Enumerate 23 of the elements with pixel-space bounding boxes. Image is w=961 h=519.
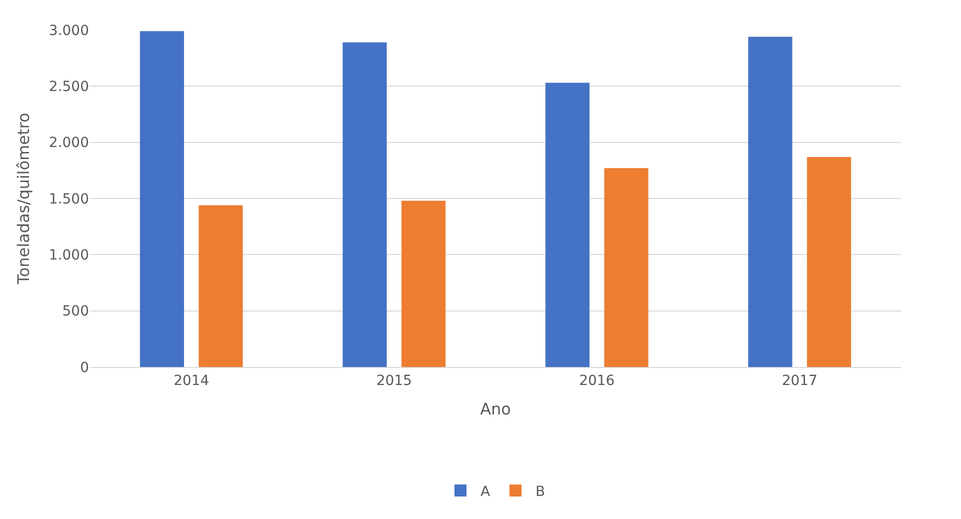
bar (604, 168, 648, 367)
bar (748, 36, 792, 367)
bar (140, 31, 184, 367)
y-tick-label: 2.500 (48, 79, 89, 96)
y-tick-label: 1.000 (48, 248, 89, 264)
bar (401, 200, 446, 367)
legend-label: B (536, 484, 546, 500)
bar (806, 156, 852, 367)
y-tick-label: 500 (62, 304, 89, 320)
x-tick-label: 2014 (174, 372, 210, 389)
x-axis-title: Ano (480, 400, 511, 418)
legend-label: A (480, 484, 490, 500)
y-tick-label: 2.000 (48, 135, 89, 152)
y-tick-label: 0 (80, 360, 89, 376)
x-tick-label: 2015 (376, 372, 412, 389)
x-tick-label: 2016 (579, 372, 615, 389)
y-axis-title: Toneladas/quilômetro (14, 112, 33, 286)
bar (342, 42, 387, 367)
x-tick-label: 2017 (782, 372, 818, 389)
y-tick-label: 1.500 (48, 191, 89, 208)
bar (545, 82, 590, 367)
y-tick-label: 3.000 (48, 22, 89, 39)
bar (198, 205, 243, 367)
